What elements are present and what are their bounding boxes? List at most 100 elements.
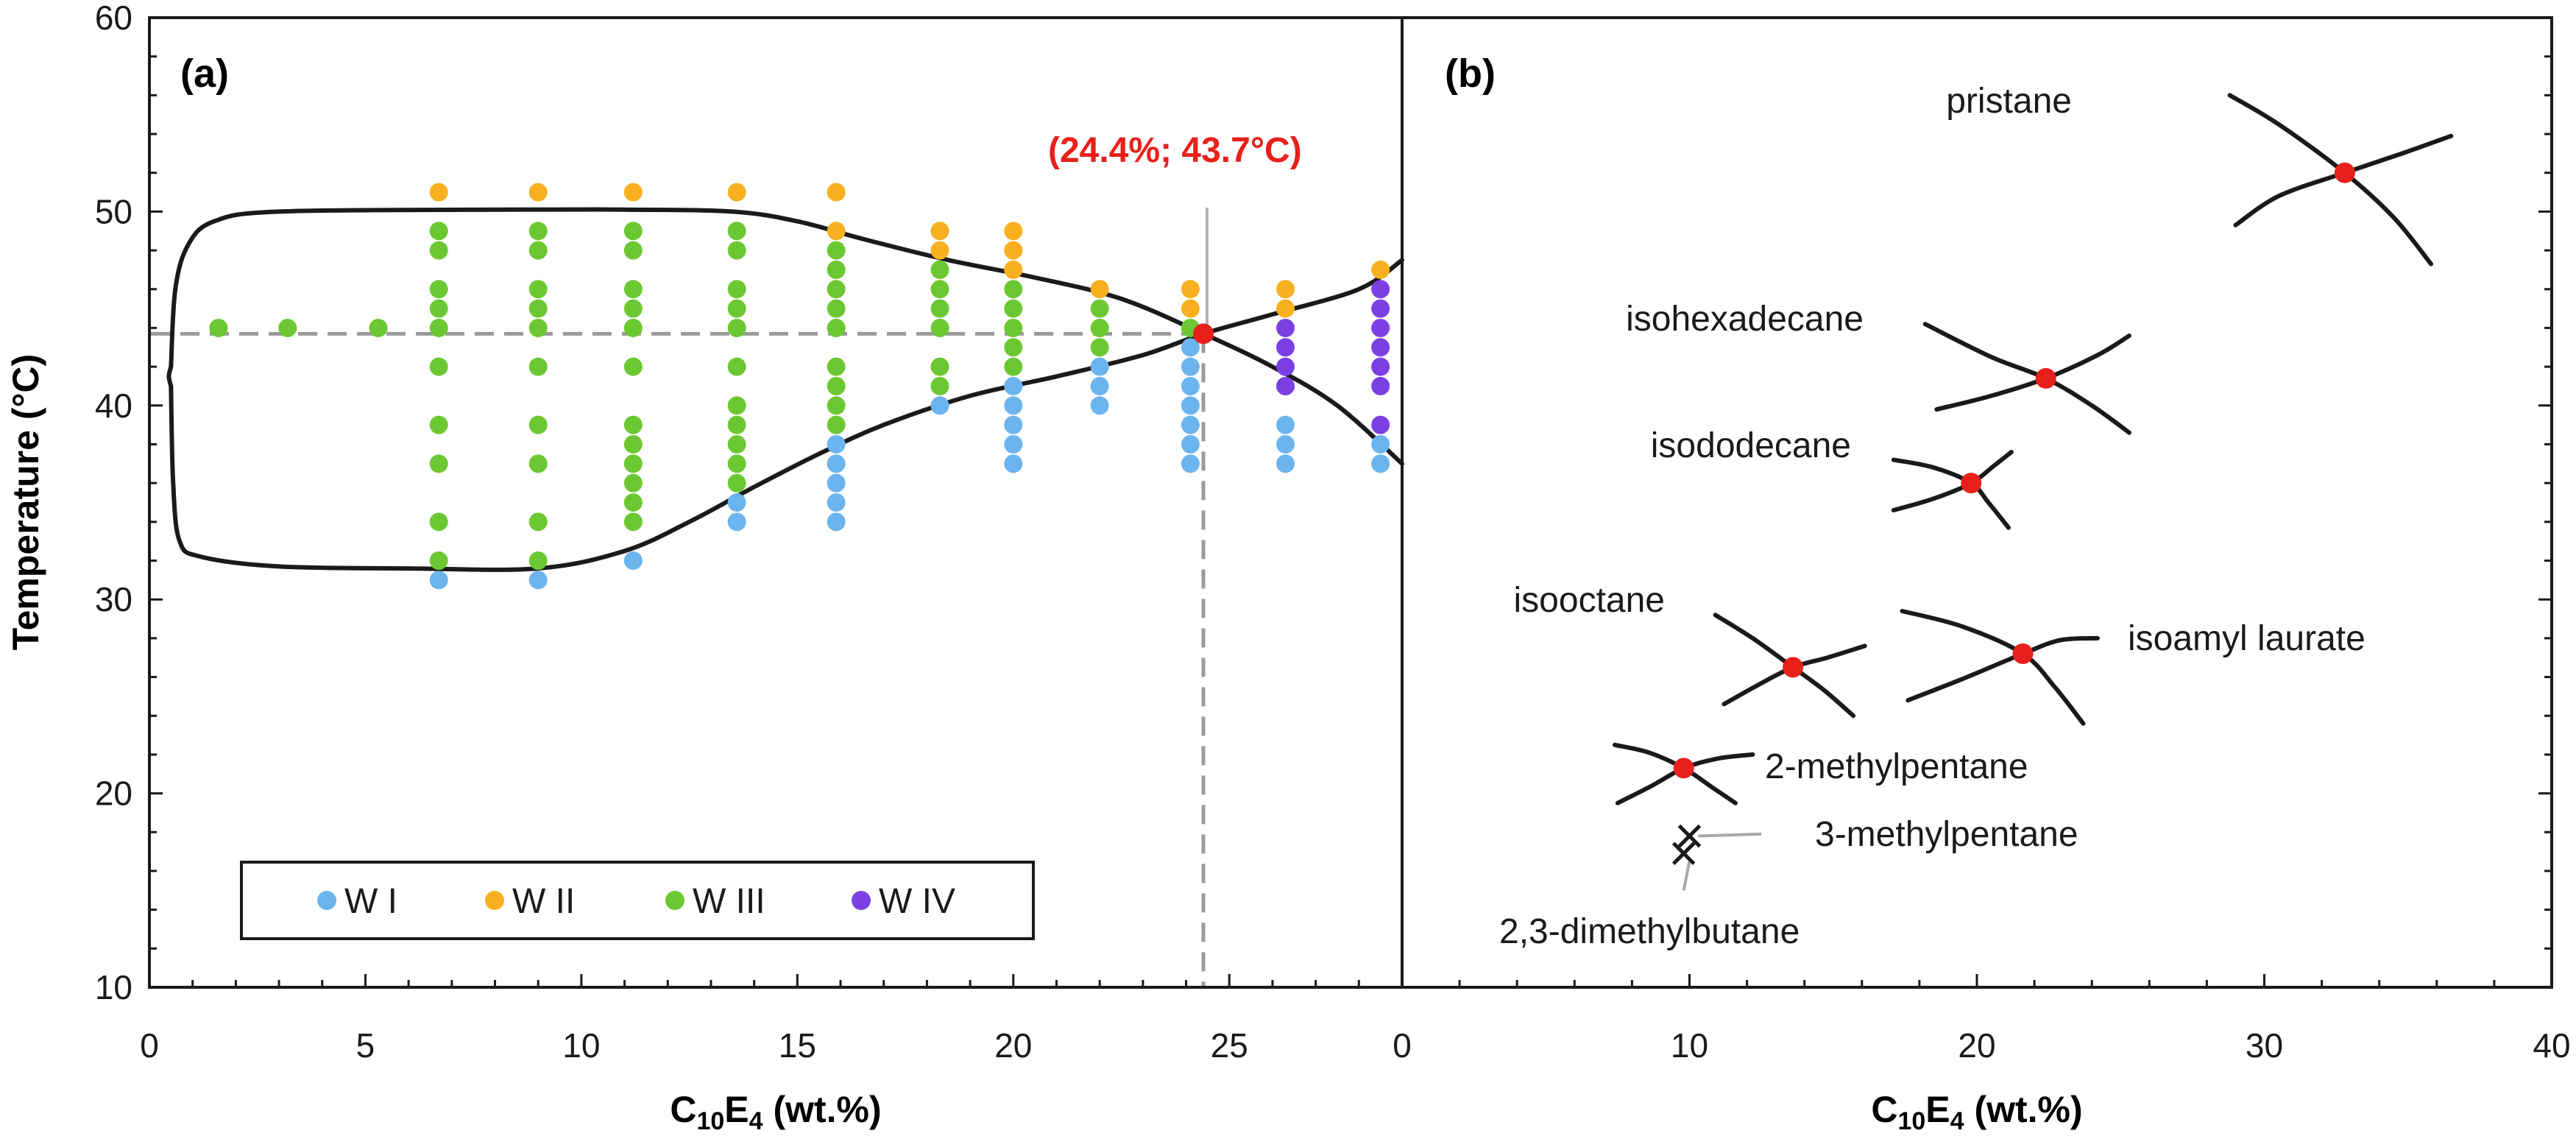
point-wiii bbox=[727, 473, 746, 493]
legend-box bbox=[240, 861, 1035, 940]
point-wiii bbox=[727, 396, 746, 415]
panel-b-ticks bbox=[1401, 16, 2553, 989]
point-wiii bbox=[528, 241, 548, 260]
legend-label-w3: W III bbox=[693, 882, 765, 921]
x-axis-title-a-suffix: (wt.%) bbox=[763, 1089, 882, 1130]
point-wiv bbox=[1276, 376, 1295, 395]
2-methylpentane-label: 2-methylpentane bbox=[1765, 747, 2028, 786]
point-wi bbox=[1090, 396, 1109, 415]
point-wiii bbox=[827, 318, 846, 337]
point-wiii bbox=[1090, 318, 1109, 337]
point-wiv bbox=[1371, 376, 1390, 395]
point-wiv bbox=[1371, 338, 1390, 357]
legend: W I W II W III W IV bbox=[240, 861, 1035, 940]
x-axis-title-b-sub2: 4 bbox=[1950, 1107, 1964, 1135]
point-wii bbox=[827, 183, 846, 202]
isohexadecane-critical-point bbox=[2035, 367, 2056, 389]
data-points bbox=[209, 183, 1390, 590]
point-wiii bbox=[623, 299, 643, 318]
point-wi bbox=[727, 493, 746, 512]
2-3-dimethylbutane-leader bbox=[1682, 861, 1691, 891]
point-wi bbox=[1181, 376, 1200, 395]
point-wi bbox=[827, 434, 846, 454]
legend-label-w1: W I bbox=[344, 882, 397, 921]
point-wi bbox=[1004, 396, 1023, 415]
point-wiii bbox=[623, 241, 643, 260]
point-wiii bbox=[1004, 318, 1023, 337]
legend-label-w4: W IV bbox=[879, 882, 955, 921]
point-wiv bbox=[1371, 299, 1390, 318]
point-wiii bbox=[930, 357, 949, 376]
point-wiii bbox=[528, 551, 548, 571]
point-wiii bbox=[429, 318, 448, 337]
point-wii bbox=[1276, 280, 1295, 299]
critical-guide-lines bbox=[151, 208, 1209, 986]
point-wiii bbox=[1004, 338, 1023, 357]
point-wiv bbox=[1371, 415, 1390, 434]
y-tick-label: 10 bbox=[95, 968, 132, 1006]
point-wii bbox=[623, 183, 643, 202]
point-wiii bbox=[827, 396, 846, 415]
point-wiii bbox=[528, 454, 548, 473]
point-wiii bbox=[429, 512, 448, 532]
point-wi bbox=[1004, 434, 1023, 454]
legend-marker-w4 bbox=[852, 891, 871, 910]
x-axis-title-b-sub1: 10 bbox=[1897, 1107, 1925, 1135]
y-tick-label: 20 bbox=[95, 775, 132, 813]
isoamyl-laurate-critical-point bbox=[2012, 643, 2034, 664]
point-wi bbox=[429, 571, 448, 590]
x-tick-label: 20 bbox=[1958, 1026, 1995, 1065]
point-wiii bbox=[623, 415, 643, 434]
point-wii bbox=[1004, 241, 1023, 260]
point-wiii bbox=[727, 222, 746, 241]
point-wi bbox=[1371, 434, 1390, 454]
point-wii bbox=[1371, 260, 1390, 279]
point-wiii bbox=[930, 280, 949, 299]
point-wi bbox=[1181, 454, 1200, 473]
point-wiii bbox=[1004, 280, 1023, 299]
point-wiii bbox=[623, 318, 643, 337]
point-wiii bbox=[827, 241, 846, 260]
point-wii bbox=[1004, 260, 1023, 279]
point-wi bbox=[827, 512, 846, 532]
pristane-label: pristane bbox=[1946, 82, 2072, 121]
3-methylpentane-cross-marker bbox=[1677, 824, 1702, 848]
point-wii bbox=[429, 183, 448, 202]
point-wi bbox=[827, 473, 846, 493]
point-wi bbox=[930, 396, 949, 415]
point-wiii bbox=[429, 241, 448, 260]
point-wiii bbox=[528, 512, 548, 532]
point-wiii bbox=[930, 318, 949, 337]
point-wiii bbox=[429, 357, 448, 376]
x-tick-labels-b: 0 10 20 30 40 bbox=[1393, 1026, 2570, 1065]
point-wiii bbox=[930, 376, 949, 395]
x-tick-label: 30 bbox=[2246, 1026, 2283, 1065]
point-wiii bbox=[429, 280, 448, 299]
point-wi bbox=[1004, 415, 1023, 434]
point-wiii bbox=[727, 434, 746, 454]
point-wiv bbox=[1371, 318, 1390, 337]
point-wi bbox=[1090, 376, 1109, 395]
x-axis-title-b-prefix: C bbox=[1871, 1089, 1897, 1130]
2-3-dimethylbutane-label: 2,3-dimethylbutane bbox=[1499, 912, 1800, 951]
point-wii bbox=[727, 183, 746, 202]
point-wiii bbox=[727, 241, 746, 260]
isohexadecane-label: isohexadecane bbox=[1626, 300, 1864, 339]
x-axis-title-a: C10E4 (wt.%) bbox=[670, 1089, 881, 1135]
point-wiii bbox=[623, 473, 643, 493]
point-wiii bbox=[623, 222, 643, 241]
point-wiii bbox=[528, 357, 548, 376]
point-wiii bbox=[429, 454, 448, 473]
x-tick-label: 20 bbox=[994, 1026, 1032, 1065]
y-tick-label: 60 bbox=[95, 0, 132, 37]
point-wii bbox=[1004, 222, 1023, 241]
isooctane-critical-point bbox=[1783, 657, 1804, 678]
point-wiii bbox=[1090, 299, 1109, 318]
point-wiii bbox=[827, 280, 846, 299]
point-wi bbox=[1276, 415, 1295, 434]
point-wiii bbox=[827, 260, 846, 279]
point-wiii bbox=[528, 280, 548, 299]
panel-a: 0 5 10 15 20 25 10 20 30 40 50 60 (a) (24.4%; 43.7… bbox=[5, 0, 1404, 1135]
point-wiii bbox=[827, 376, 846, 395]
point-wiii bbox=[827, 415, 846, 434]
